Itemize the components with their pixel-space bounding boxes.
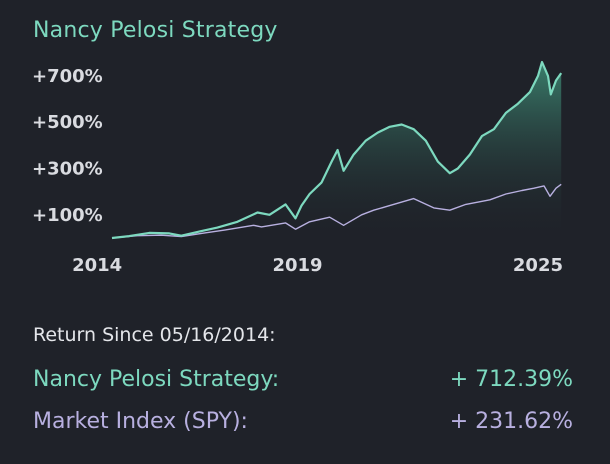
x-tick-label: 2019 — [272, 255, 322, 276]
chart-title: Nancy Pelosi Strategy — [33, 18, 278, 43]
x-tick-label: 2025 — [513, 255, 563, 276]
y-tick-label: +700% — [32, 66, 103, 87]
performance-chart: +100% +300% +500% +700% 2014 2019 2025 — [32, 60, 563, 276]
index-line — [111, 183, 562, 239]
y-tick-label: +100% — [32, 205, 103, 226]
strategy-return-value: + 712.39% — [449, 367, 573, 392]
strategy-return-label: Nancy Pelosi Strategy: — [33, 367, 280, 392]
index-return-value: + 231.62% — [449, 409, 573, 434]
index-return-label: Market Index (SPY): — [33, 409, 248, 434]
y-tick-label: +300% — [32, 159, 103, 180]
y-tick-label: +500% — [32, 112, 103, 133]
strategy-line — [111, 60, 563, 240]
x-tick-label: 2014 — [72, 255, 122, 276]
strategy-area — [112, 62, 562, 238]
return-since-label: Return Since 05/16/2014: — [33, 324, 276, 346]
